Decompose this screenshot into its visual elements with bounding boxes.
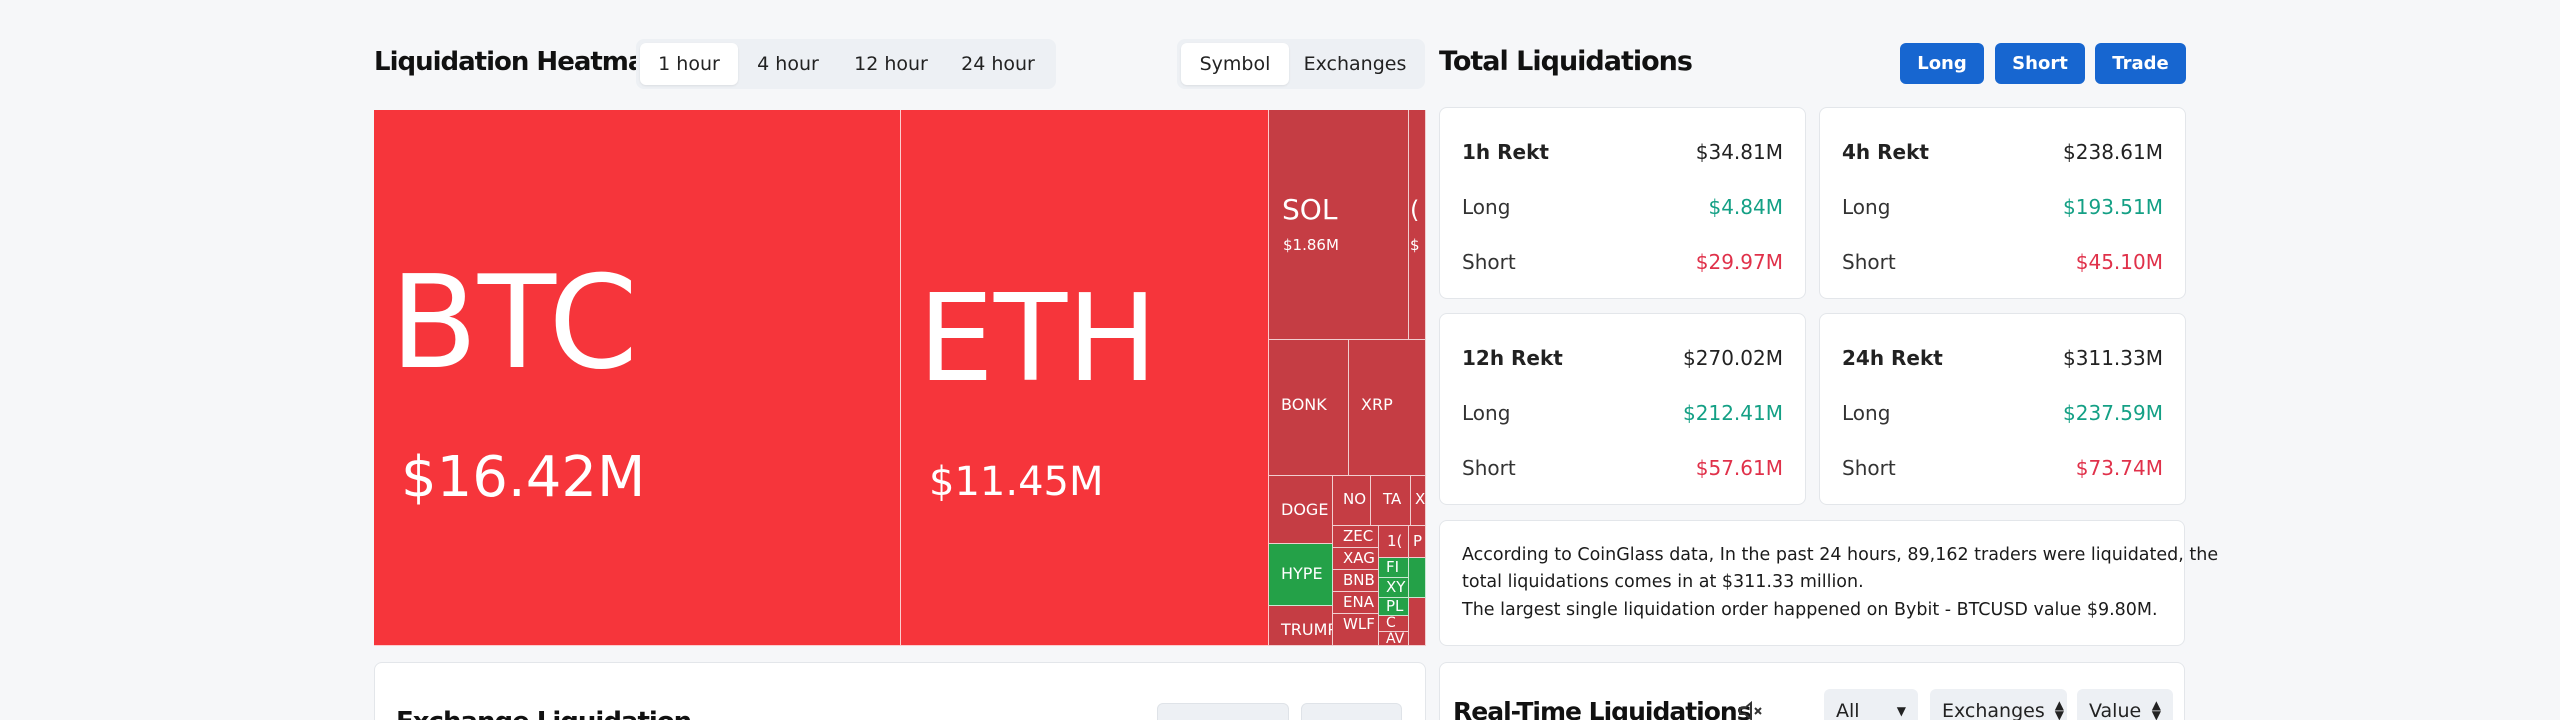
treemap-cell-1[interactable]: 1( [1379,526,1409,558]
long-label: Long [1842,195,1891,219]
tab-exchanges[interactable]: Exchanges [1303,53,1407,75]
long-label: Long [1462,195,1511,219]
card-title: 24h Rekt [1842,346,1943,370]
filter-all-dropdown[interactable]: All ▼ [1824,689,1918,720]
treemap-cell-xag[interactable]: XAG [1333,548,1379,570]
time-range-tabs: 1 hour 4 hour 12 hour 24 hour [636,39,1056,89]
exchange-liquidation-panel [374,662,1426,720]
speaker-muted-icon[interactable] [1738,700,1764,720]
card-total: $311.33M [2063,346,2163,370]
liquidation-treemap: BTC $16.42M ETH $11.45M SOL $1.86M ( $ B… [374,110,1426,646]
treemap-cell-bonk[interactable]: BONK [1269,340,1349,476]
cell-value: $1.86M [1283,236,1339,254]
stat-card-1h: 1h Rekt $34.81M Long $4.84M Short $29.97M [1439,107,1806,299]
exchange-liquidation-title: Exchange Liquidation [396,707,692,720]
cell-symbol: ETH [918,270,1158,409]
exchange-panel-control-2[interactable] [1301,703,1402,720]
treemap-cell-zec[interactable]: ZEC [1333,526,1379,548]
short-label: Short [1462,456,1516,480]
liquidation-summary: According to CoinGlass data, In the past… [1439,520,2218,646]
trade-button[interactable]: Trade [2095,43,2186,84]
summary-line-1: According to CoinGlass data, In the past… [1462,545,2219,565]
card-title: 12h Rekt [1462,346,1563,370]
short-value: $45.10M [2075,250,2163,274]
treemap-cell-small-green[interactable] [1409,558,1426,598]
treemap-cell-c[interactable]: C [1379,616,1409,632]
card-total: $270.02M [1683,346,1783,370]
tab-1-hour[interactable]: 1 hour [640,43,738,85]
cell-value: $16.42M [401,445,646,510]
filter-value-dropdown[interactable]: Value ▲ ▼ [2077,689,2173,720]
sort-icon: ▲ ▼ [2054,698,2064,720]
treemap-cell-wlf[interactable]: WLF [1333,614,1379,646]
short-value: $29.97M [1695,250,1783,274]
long-button[interactable]: Long [1900,43,1984,84]
short-button[interactable]: Short [1995,43,2085,84]
caret-down-icon: ▼ [1896,704,1906,718]
filter-all-label: All [1836,700,1860,720]
short-label: Short [1842,250,1896,274]
long-value: $212.41M [1683,401,1783,425]
cell-symbol: BTC [390,249,638,398]
long-value: $193.51M [2063,195,2163,219]
card-title: 4h Rekt [1842,140,1929,164]
stat-card-4h: 4h Rekt $238.61M Long $193.51M Short $45.10… [1819,107,2186,299]
cell-symbol: SOL [1282,193,1338,226]
tab-4-hour[interactable]: 4 hour [757,53,819,75]
treemap-cell-pl[interactable]: PL [1379,598,1409,616]
treemap-cell-fi[interactable]: FI [1379,558,1409,578]
long-value: $4.84M [1708,195,1783,219]
treemap-cell-btc[interactable]: BTC $16.42M [374,110,901,646]
filter-value-label: Value [2089,700,2142,720]
short-label: Short [1462,250,1516,274]
exchange-panel-control-1[interactable] [1157,703,1289,720]
long-value: $237.59M [2063,401,2163,425]
view-tabs: Symbol Exchanges [1177,39,1425,89]
treemap-cell-doge[interactable]: DOGE [1269,476,1333,544]
filter-exchanges-dropdown[interactable]: Exchanges ▲ ▼ [1930,689,2067,720]
treemap-cell-ta[interactable]: TA [1371,476,1411,526]
treemap-cell-bnb[interactable]: BNB [1333,570,1379,592]
sort-icon: ▲ ▼ [2151,698,2161,720]
card-title: 1h Rekt [1462,140,1549,164]
long-label: Long [1842,401,1891,425]
tab-12-hour[interactable]: 12 hour [854,53,928,75]
realtime-liquidations-title: Real-Time Liquidations [1453,697,1752,720]
summary-line-2: total liquidations comes in at $311.33 m… [1462,572,1864,592]
filter-exchanges-label: Exchanges [1942,700,2045,720]
summary-line-3: The largest single liquidation order hap… [1462,600,2158,620]
stat-card-12h: 12h Rekt $270.02M Long $212.41M Short $57.6… [1439,313,1806,505]
treemap-cell-p[interactable]: P [1409,526,1426,558]
treemap-cell-x[interactable]: X [1411,476,1426,526]
treemap-cell-sol[interactable]: SOL $1.86M [1269,110,1409,340]
tab-symbol[interactable]: Symbol [1181,43,1289,85]
short-value: $73.74M [2075,456,2163,480]
heatmap-title: Liquidation Heatmap [374,47,663,77]
treemap-cell-xrp[interactable]: XRP [1349,340,1426,476]
tab-24-hour[interactable]: 24 hour [961,53,1035,75]
treemap-cell-eth[interactable]: ETH $11.45M [901,110,1269,646]
card-total: $238.61M [2063,140,2163,164]
card-total: $34.81M [1695,140,1783,164]
treemap-cell-hype[interactable]: HYPE [1269,544,1333,606]
treemap-cell-small-red[interactable] [1409,598,1426,646]
treemap-cell-xy[interactable]: XY [1379,578,1409,598]
treemap-cell-partial[interactable]: ( $ [1409,110,1426,340]
treemap-cell-trump[interactable]: TRUMP [1269,606,1333,646]
short-value: $57.61M [1695,456,1783,480]
treemap-cell-no[interactable]: NO [1333,476,1371,526]
long-label: Long [1462,401,1511,425]
treemap-cell-av[interactable]: AV [1379,632,1409,646]
treemap-cell-ena[interactable]: ENA [1333,592,1379,614]
cell-value: $11.45M [929,459,1104,505]
short-label: Short [1842,456,1896,480]
stat-card-24h: 24h Rekt $311.33M Long $237.59M Short $73.7… [1819,313,2186,505]
total-liquidations-title: Total Liquidations [1439,46,1693,77]
